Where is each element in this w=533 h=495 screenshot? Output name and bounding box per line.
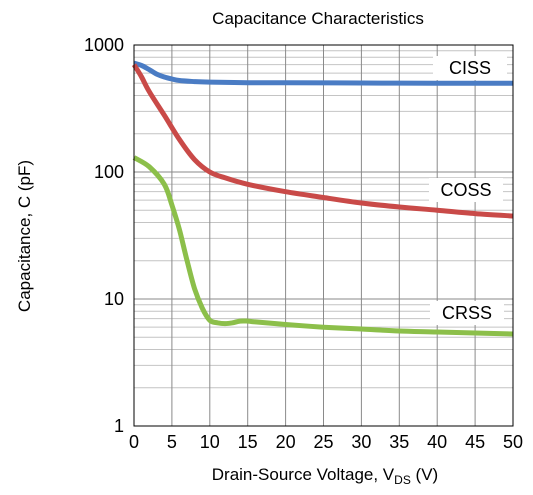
x-tick-label: 0 — [129, 432, 139, 452]
x-tick-label: 5 — [167, 432, 177, 452]
x-tick-label: 40 — [427, 432, 447, 452]
series-label-coss: COSS — [440, 180, 491, 200]
x-axis-label-main: Drain-Source Voltage, V — [212, 465, 395, 484]
y-tick-label: 10 — [104, 289, 124, 309]
chart-title: Capacitance Characteristics — [212, 9, 424, 28]
series-lines — [131, 60, 514, 337]
series-label-bg — [433, 56, 507, 80]
x-tick-label: 45 — [465, 432, 485, 452]
y-tick-label: 1000 — [84, 35, 124, 55]
x-tick-label: 25 — [313, 432, 333, 452]
series-line-coss — [131, 63, 514, 219]
series-labels: CISS COSS CRSS — [429, 56, 507, 325]
x-axis-label-subscript: DS — [394, 473, 411, 487]
y-tick-label: 100 — [94, 162, 124, 182]
y-tick-labels: 1 10 100 1000 — [84, 35, 124, 436]
series-label-crss: CRSS — [442, 303, 492, 323]
x-axis-label-unit: (V) — [411, 465, 438, 484]
y-tick-label: 1 — [114, 416, 124, 436]
series-label-ciss: CISS — [449, 58, 491, 78]
x-tick-label: 35 — [389, 432, 409, 452]
plot-frame — [133, 44, 514, 427]
series-label-bg — [429, 178, 503, 202]
x-tick-label: 50 — [503, 432, 523, 452]
grid — [134, 45, 513, 426]
series-line-ciss — [133, 60, 514, 86]
x-tick-label: 15 — [238, 432, 258, 452]
series-label-bg — [430, 301, 504, 325]
y-axis-label: Capacitance, C (pF) — [15, 160, 34, 312]
x-tick-label: 10 — [200, 432, 220, 452]
x-tick-label: 30 — [351, 432, 371, 452]
series-line-crss — [132, 155, 514, 337]
x-axis-label: Drain-Source Voltage, VDS (V) — [212, 465, 438, 487]
x-tick-label: 20 — [276, 432, 296, 452]
x-tick-labels: 0 5 10 15 20 25 30 35 40 45 50 — [129, 432, 523, 452]
